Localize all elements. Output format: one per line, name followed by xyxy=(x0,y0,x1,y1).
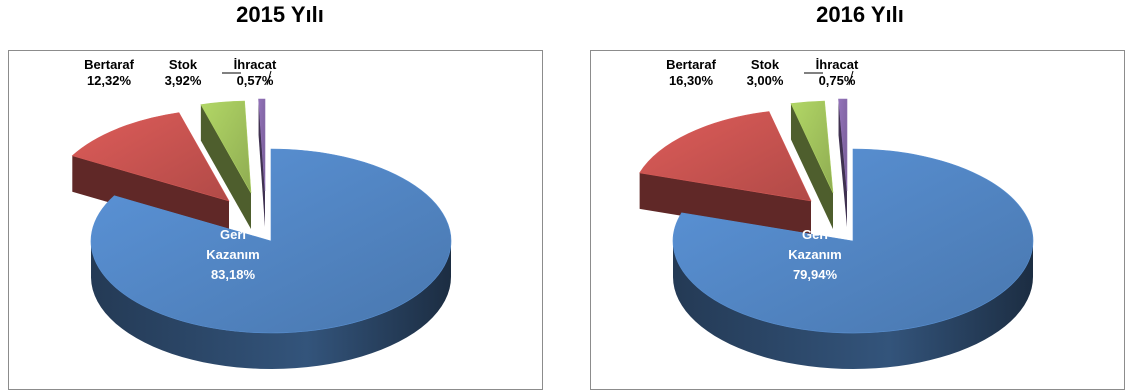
pie-slice-bertaraf xyxy=(71,112,230,237)
pie-slice-stok xyxy=(200,100,252,229)
pie-chart-panel-2015: Geri Kazanım 83,18% Bertaraf 12,32% Stok 3,92%… xyxy=(8,50,543,390)
data-label-category: Stok xyxy=(751,57,780,72)
data-label-category: Geri xyxy=(802,227,828,242)
pie-slice-geri-kazan-m xyxy=(672,148,1034,369)
data-label-category: İhracat xyxy=(816,57,859,72)
data-label-value: 83,18% xyxy=(211,267,256,282)
data-label-value: 0,57% xyxy=(237,73,274,88)
chart-title-2016: 2016 Yılı xyxy=(816,2,904,27)
pie-slice-bertaraf xyxy=(639,111,812,237)
chart-title-2015: 2015 Yılı xyxy=(236,2,324,27)
data-label-value: 79,94% xyxy=(793,267,838,282)
pie-slice-i-hracat xyxy=(838,98,848,227)
pie-slice-stok xyxy=(790,100,834,229)
data-label-category: Kazanım xyxy=(206,247,259,262)
data-label-value: 0,75% xyxy=(819,73,856,88)
data-label-category: Kazanım xyxy=(788,247,841,262)
leader-line-ihracat xyxy=(266,70,272,86)
data-label-category: İhracat xyxy=(234,57,277,72)
leader-line-ihracat xyxy=(848,70,854,86)
data-label-category: Stok xyxy=(169,57,198,72)
data-label-category: Bertaraf xyxy=(666,57,717,72)
data-label-value: 12,32% xyxy=(87,73,132,88)
data-label-value: 3,92% xyxy=(165,73,202,88)
pie-chart-panel-2016: Geri Kazanım 79,94% Bertaraf 16,30% Stok 3,00%… xyxy=(590,50,1125,390)
data-label-category: Geri xyxy=(220,227,246,242)
data-label-category: Bertaraf xyxy=(84,57,135,72)
data-label-value: 3,00% xyxy=(747,73,784,88)
pie-slice-i-hracat xyxy=(258,98,266,227)
data-label-value: 16,30% xyxy=(669,73,714,88)
pie-slice-geri-kazan-m xyxy=(90,148,452,369)
